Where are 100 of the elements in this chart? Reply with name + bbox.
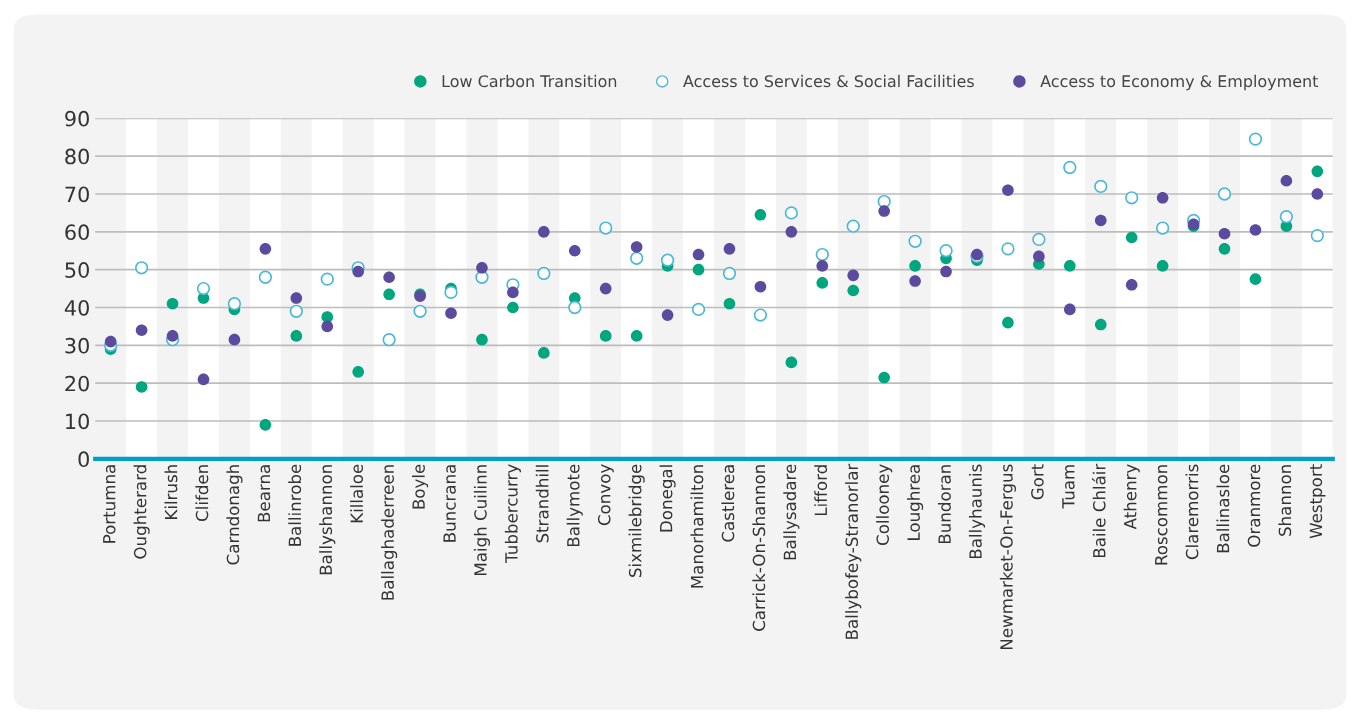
point (476, 333, 488, 346)
point (568, 244, 581, 257)
point (383, 271, 395, 284)
x-tick-label: Tuam (1062, 465, 1075, 509)
y-tick-label: 90 (65, 110, 89, 127)
y-tick-label: 40 (64, 299, 89, 316)
point (445, 307, 457, 319)
x-tick-label: Manorhamilton (690, 465, 704, 588)
point (630, 330, 643, 342)
point (166, 330, 179, 342)
point (227, 297, 242, 311)
point (166, 297, 179, 310)
point (321, 320, 334, 333)
x-tick-label: Loughrea (907, 465, 924, 540)
point (1125, 191, 1139, 205)
point (228, 333, 241, 346)
x-tick-label: Strandhill (535, 465, 549, 543)
point (599, 282, 612, 295)
point (691, 302, 706, 317)
y-tick-label: 70 (65, 186, 89, 203)
point (290, 330, 303, 342)
point (785, 226, 798, 238)
point (1094, 179, 1108, 194)
point (599, 330, 612, 342)
point (537, 266, 551, 281)
x-tick-label: Maigh Cuilinn (473, 465, 491, 575)
point (1310, 228, 1324, 243)
x-tick-label: Shannon (1278, 465, 1292, 536)
point (1094, 214, 1107, 227)
y-tick-label: 60 (65, 224, 89, 241)
y-tick-label: 20 (65, 375, 89, 392)
x-tick-label: Convoy (597, 464, 614, 526)
point (444, 285, 458, 300)
point (413, 304, 427, 318)
point (692, 263, 705, 276)
point (135, 381, 148, 393)
point (1063, 160, 1077, 175)
point (1001, 242, 1015, 256)
point (1125, 279, 1138, 291)
point (1156, 260, 1169, 272)
point (816, 277, 829, 289)
point (507, 301, 519, 314)
point (352, 265, 364, 278)
x-tick-label: Westport (1309, 464, 1326, 539)
point (1311, 188, 1324, 200)
legend-label: Access to Economy & Employment (1040, 74, 1319, 91)
point (1279, 210, 1294, 224)
point (723, 297, 736, 310)
point (909, 260, 921, 272)
point (1094, 318, 1107, 331)
point (259, 243, 272, 255)
point (382, 333, 396, 347)
x-tick-label: Portumna (103, 465, 116, 543)
y-tick-label: 10 (66, 413, 89, 430)
point (1002, 184, 1014, 197)
point (383, 288, 395, 301)
x-tick-label: Ballaghaderreen (381, 465, 398, 600)
point (259, 419, 272, 431)
point (940, 265, 952, 278)
point (909, 275, 921, 287)
point (847, 269, 860, 282)
point (1002, 316, 1014, 329)
point (197, 373, 210, 386)
point (507, 286, 519, 299)
point (722, 266, 737, 281)
x-tick-label: Ballybofey-Stranorlar (845, 463, 862, 639)
x-tick-label: Newmarket-On-Fergus (999, 464, 1016, 650)
point (1249, 224, 1262, 236)
point (1064, 260, 1076, 272)
point (1217, 187, 1232, 201)
point (475, 270, 489, 284)
point (630, 241, 643, 253)
legend-label: Low Carbon Transition (442, 74, 617, 88)
point (816, 260, 829, 272)
point (815, 247, 829, 262)
point (878, 205, 890, 217)
point (1249, 273, 1262, 285)
x-tick-label: Baile Chláir (1092, 463, 1106, 558)
x-tick-label: Oranmore (1247, 464, 1261, 547)
point (630, 251, 644, 265)
point (847, 284, 860, 297)
y-tick-label: 0 (78, 451, 89, 468)
y-tick-label: 50 (65, 262, 89, 278)
point (538, 347, 550, 359)
x-tick-label: Tubbercurry (504, 464, 521, 563)
x-tick-label: Lifford (814, 465, 828, 516)
point (476, 261, 488, 274)
x-tick-label: Claremorris (1185, 464, 1199, 560)
point (785, 356, 798, 369)
x-tick-label: Kilrush (164, 465, 178, 519)
x-tick-label: Gort (1031, 464, 1044, 500)
point (1156, 191, 1169, 204)
point (320, 272, 334, 286)
point (104, 335, 117, 348)
point (289, 304, 303, 318)
x-tick-label: Carndonagh (226, 465, 243, 565)
point (1311, 165, 1324, 178)
point (1032, 232, 1046, 247)
y-tick-label: 80 (65, 148, 89, 165)
point (753, 308, 768, 322)
